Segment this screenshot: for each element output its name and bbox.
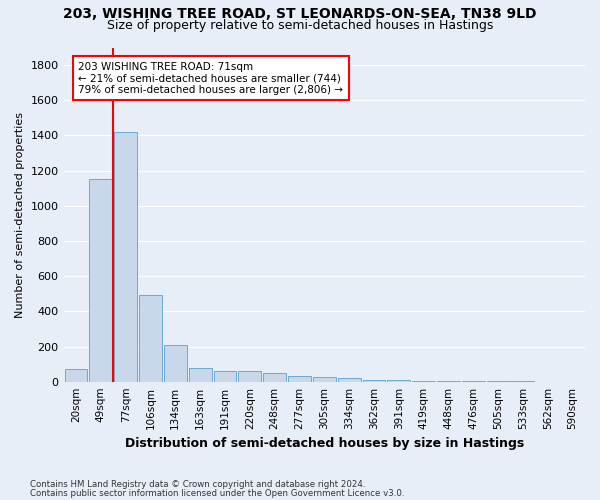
Y-axis label: Number of semi-detached properties: Number of semi-detached properties	[15, 112, 25, 318]
Bar	[313, 378, 335, 382]
Text: 203, WISHING TREE ROAD, ST LEONARDS-ON-SEA, TN38 9LD: 203, WISHING TREE ROAD, ST LEONARDS-ON-S…	[63, 8, 537, 22]
Bar	[139, 296, 162, 382]
X-axis label: Distribution of semi-detached houses by size in Hastings: Distribution of semi-detached houses by …	[125, 437, 524, 450]
Bar	[338, 378, 361, 382]
Bar	[388, 380, 410, 382]
Text: Contains public sector information licensed under the Open Government Licence v3: Contains public sector information licen…	[30, 488, 404, 498]
Text: Contains HM Land Registry data © Crown copyright and database right 2024.: Contains HM Land Registry data © Crown c…	[30, 480, 365, 489]
Bar	[188, 368, 212, 382]
Bar	[114, 132, 137, 382]
Bar	[65, 370, 88, 382]
Bar	[362, 380, 385, 382]
Bar	[462, 381, 485, 382]
Text: Size of property relative to semi-detached houses in Hastings: Size of property relative to semi-detach…	[107, 18, 493, 32]
Bar	[238, 371, 261, 382]
Bar	[89, 180, 112, 382]
Bar	[288, 376, 311, 382]
Bar	[214, 371, 236, 382]
Text: 203 WISHING TREE ROAD: 71sqm
← 21% of semi-detached houses are smaller (744)
79%: 203 WISHING TREE ROAD: 71sqm ← 21% of se…	[79, 62, 343, 95]
Bar	[263, 373, 286, 382]
Bar	[164, 344, 187, 382]
Bar	[412, 381, 435, 382]
Bar	[437, 381, 460, 382]
